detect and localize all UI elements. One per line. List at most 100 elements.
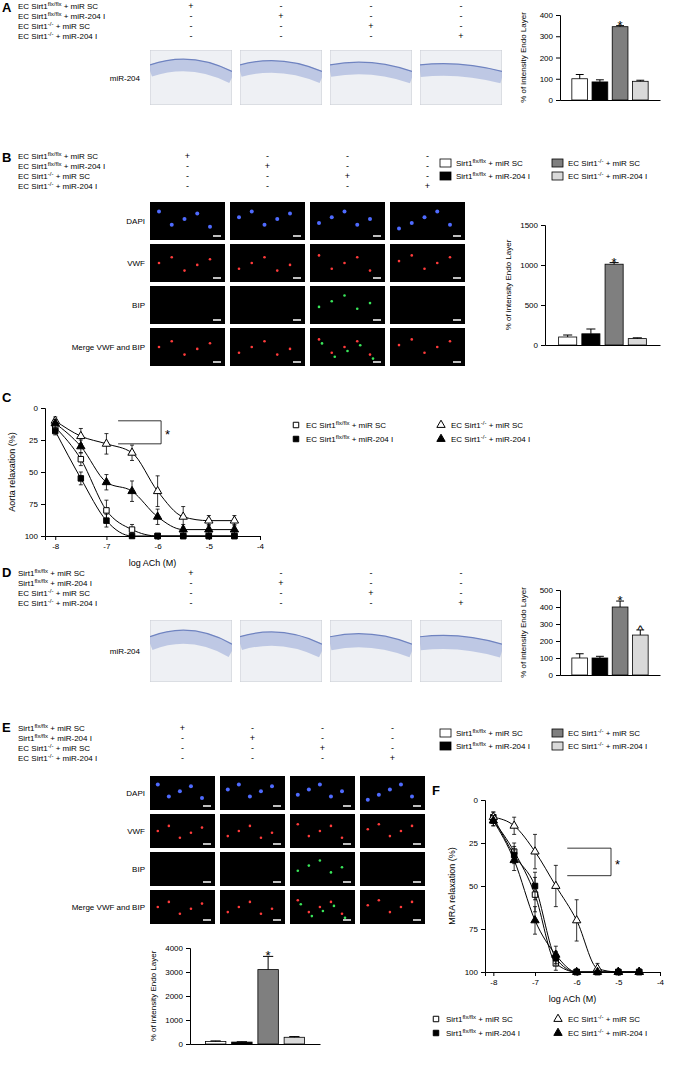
table-row-label: EC Sirt1-/- + miR-204 I	[18, 31, 97, 41]
stain	[158, 262, 161, 265]
axis-title: % of intensity Endo Layer	[504, 239, 513, 330]
tick-mark	[186, 996, 190, 997]
table-sign: -	[391, 723, 394, 733]
axis	[191, 1044, 321, 1045]
table-sign: -	[370, 11, 373, 21]
image-background	[230, 202, 305, 240]
tick-label: -6	[155, 542, 163, 551]
superscript: flx/flx	[48, 1, 62, 7]
table-sign: +	[345, 171, 350, 181]
table-sign: -	[370, 598, 373, 608]
stain	[330, 215, 334, 219]
stain	[411, 825, 414, 828]
tick: 100	[540, 75, 560, 84]
series-line	[55, 421, 234, 521]
text-part: EC Sirt1	[18, 2, 48, 11]
text-part: + miR SC	[48, 724, 85, 733]
marker	[51, 419, 59, 426]
stain	[423, 267, 426, 270]
table-sign: -	[280, 568, 283, 578]
text-part: EC Sirt1	[18, 599, 48, 608]
tick-mark	[556, 607, 560, 608]
stain	[330, 300, 333, 303]
superscript: flx/flx	[48, 161, 62, 167]
scale-bar	[343, 805, 351, 807]
marker	[179, 512, 187, 519]
table-sign: -	[266, 181, 269, 191]
bar-chart: 01000200030004000% of intensity Endo Lay…	[149, 944, 321, 1049]
tissue-edge	[330, 62, 412, 71]
tick-mark	[41, 408, 45, 409]
legend-item: EC Sirt1-/- + miR SC	[437, 420, 524, 430]
stain	[238, 267, 241, 270]
marker	[77, 442, 85, 449]
text-part: + miR SC	[53, 172, 90, 181]
tick-mark	[660, 972, 661, 976]
axis-line	[556, 16, 561, 101]
stain	[296, 793, 300, 797]
stain	[250, 262, 253, 265]
image	[150, 852, 215, 886]
table-sign: +	[458, 31, 463, 41]
image	[150, 286, 225, 324]
axis-line	[561, 675, 661, 676]
tick-label: -7	[532, 978, 540, 987]
stain	[343, 262, 346, 265]
image-row-label: Merge VWF and BIP	[72, 343, 145, 352]
image	[150, 328, 225, 366]
scale-bar	[453, 361, 461, 363]
stain	[249, 825, 252, 828]
table-sign: -	[460, 588, 463, 598]
table-row-label: EC Sirt1-/- + miR SC	[18, 743, 90, 753]
image	[420, 50, 502, 105]
bracket	[567, 848, 611, 876]
image	[230, 286, 305, 324]
text-part: + miR-204 I	[53, 599, 97, 608]
tissue-edge	[150, 59, 232, 71]
image-row-label: BIP	[132, 301, 145, 310]
tick: 0	[534, 341, 545, 350]
tick: 1000	[165, 1016, 190, 1025]
stain	[250, 210, 254, 214]
superscript: flx/flx	[48, 11, 62, 17]
error-bar	[596, 80, 604, 82]
table-sign: +	[278, 578, 283, 588]
stain	[366, 798, 370, 802]
table-row-label: EC Sirt1-/- + miR SC	[18, 171, 90, 181]
tick: -4	[657, 972, 665, 987]
tick-label: 4000	[165, 944, 183, 953]
tissue	[240, 67, 322, 78]
tick-mark	[556, 58, 560, 59]
legend-swatch	[552, 172, 563, 180]
table-sign: -	[391, 743, 394, 753]
stain	[330, 871, 333, 874]
table-row-label: EC Sirt1flx/flx + miR-204 I	[18, 11, 105, 21]
tick: -4	[257, 536, 265, 551]
stain	[189, 784, 193, 788]
axis-title: log ACh (M)	[549, 994, 597, 1004]
tick-label: -8	[52, 542, 60, 551]
stain	[378, 899, 381, 902]
image	[360, 814, 425, 848]
superscript: flx/flx	[336, 420, 350, 426]
stain	[263, 223, 267, 227]
tick-label: -5	[206, 542, 214, 551]
scale-bar	[413, 805, 421, 807]
error-bar	[53, 427, 57, 435]
text-part: + miR SC	[61, 2, 98, 11]
tick: 400	[540, 603, 560, 612]
legend-label: EC Sirt1-/- + miR SC	[568, 1014, 640, 1024]
tick-mark	[41, 440, 45, 441]
tick-mark	[481, 929, 485, 930]
image	[330, 50, 412, 105]
bar	[612, 27, 628, 100]
tick-label: 1000	[520, 261, 538, 270]
scale-bar	[213, 361, 221, 363]
legend-label: Sirt1flx/flx + miR-204 I	[446, 1028, 520, 1038]
legend-item: EC Sirt1flx/flx + miR SC	[293, 420, 386, 430]
image	[360, 776, 425, 810]
axis-line	[556, 591, 561, 676]
text-part: + miR-204 I	[349, 435, 393, 444]
stain	[263, 256, 266, 259]
tick: 0	[34, 404, 45, 413]
